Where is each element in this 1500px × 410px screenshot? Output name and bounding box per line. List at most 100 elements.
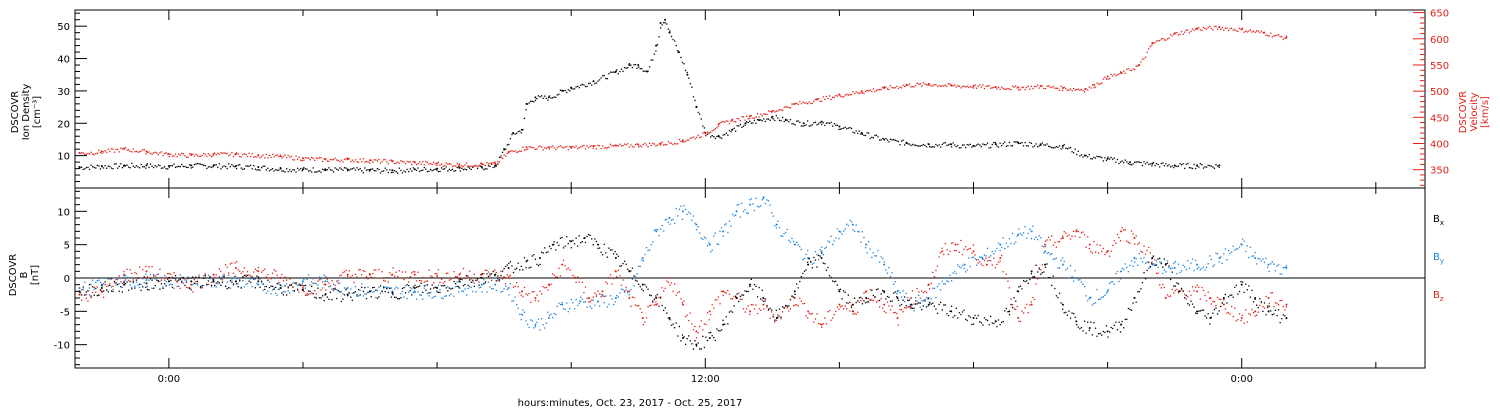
bx-series-sample [583,237,585,239]
velocity-series-sample [515,151,518,154]
density-series-sample [633,64,635,66]
velocity-series-sample [1043,87,1045,90]
by-series-sample [511,300,513,302]
bx-series-sample [1079,328,1081,330]
bz-series-sample [1110,250,1112,252]
bx-series-sample [1008,313,1011,316]
bx-series-sample [218,282,221,284]
bx-series-sample [1154,264,1156,267]
by-series-point [1017,233,1020,236]
by-series-sample [803,257,806,259]
bz-series-sample [1276,302,1278,305]
density-series-sample [445,166,447,168]
by-series-sample [1284,266,1286,268]
bz-series-sample [684,315,687,318]
bx-series-sample [835,280,837,282]
bz-series-sample [927,284,929,286]
density-series-sample [1152,162,1155,164]
bx-series-sample [534,258,537,260]
density-series-sample [401,172,404,174]
by-series-sample [418,294,421,296]
velocity-series-sample [526,148,529,150]
density-series-sample [314,171,316,173]
by-series-sample [1094,302,1097,304]
velocity-series-sample [622,145,624,147]
bx-series-sample [980,322,982,324]
bz-series-sample [458,278,460,281]
bz-series-sample [417,271,419,273]
density-series-sample [678,51,681,53]
density-series-sample [578,87,580,89]
bx-series-sample [686,338,688,340]
bx-series-sample [1273,313,1275,315]
by-series-sample [478,287,480,289]
bx-series-sample [1202,309,1205,311]
bx-series-sample [1263,302,1266,304]
density-series-sample [1154,164,1156,167]
density-series-sample [634,63,637,66]
velocity-series-sample [1129,69,1131,71]
velocity-series-sample [1148,48,1150,50]
bz-series-sample [824,317,826,319]
by-series-sample [592,299,594,301]
density-series-sample [572,88,574,90]
velocity-series-sample [295,155,297,157]
bx-series-point [1008,310,1011,313]
bz-series-sample [839,306,842,308]
bx-series-sample [442,285,444,287]
bx-series-sample [1177,283,1180,285]
bz-series-sample [162,277,164,279]
bx-series-sample [979,321,981,323]
velocity-series-sample [1096,82,1098,84]
bz-series-sample [1279,299,1281,302]
bz-series-sample [623,290,626,292]
bx-series-sample [1248,285,1250,287]
bz-series-sample [245,274,247,276]
by-series [78,196,1288,331]
density-series-sample [1015,141,1017,143]
bz-series-sample [182,277,185,280]
density-series-sample [756,118,759,121]
velocity-series-sample [1013,86,1015,88]
bz-series-sample [120,281,122,283]
bx-series-sample [591,238,593,240]
bx-series-sample [636,280,638,282]
bx-series-sample [708,332,710,334]
velocity-series-sample [731,118,734,120]
by-series-sample [218,276,221,278]
bz-series-sample [627,290,629,293]
by-series-sample [176,285,178,288]
bz-series-sample [622,279,624,281]
bz-series-sample [1248,313,1250,315]
velocity-series-sample [816,98,818,100]
bx-series-sample [431,284,433,286]
by-series-sample [877,249,879,252]
by-series-sample [878,261,881,263]
bz-series-sample [1155,272,1158,275]
by-series-sample [229,287,231,289]
bz-series-sample [337,282,339,284]
velocity-series-sample [903,85,906,88]
bx-series-sample [903,296,906,298]
density-series-sample [569,90,571,92]
bx-series-sample [214,284,216,287]
velocity-series-sample [836,95,839,97]
velocity-series-sample [503,154,505,156]
bx-series-point [145,282,148,285]
by-series-sample [760,205,762,207]
bx-series-sample [398,297,400,300]
axis-title-line: DSCOVR [10,91,21,134]
bz-series-sample [342,271,344,274]
by-series-sample [423,287,425,289]
velocity-series-sample [154,151,156,153]
bx-series-sample [1268,305,1270,308]
bz-series-sample [882,307,884,309]
by-series-sample [680,205,682,207]
by-series-sample [1098,298,1100,300]
by-series-sample [936,285,939,288]
bx-series-sample [379,285,382,287]
bz-series-sample [406,277,408,279]
bx-series-sample [451,287,454,290]
by-series-sample [1072,280,1075,282]
by-series-sample [436,291,438,293]
